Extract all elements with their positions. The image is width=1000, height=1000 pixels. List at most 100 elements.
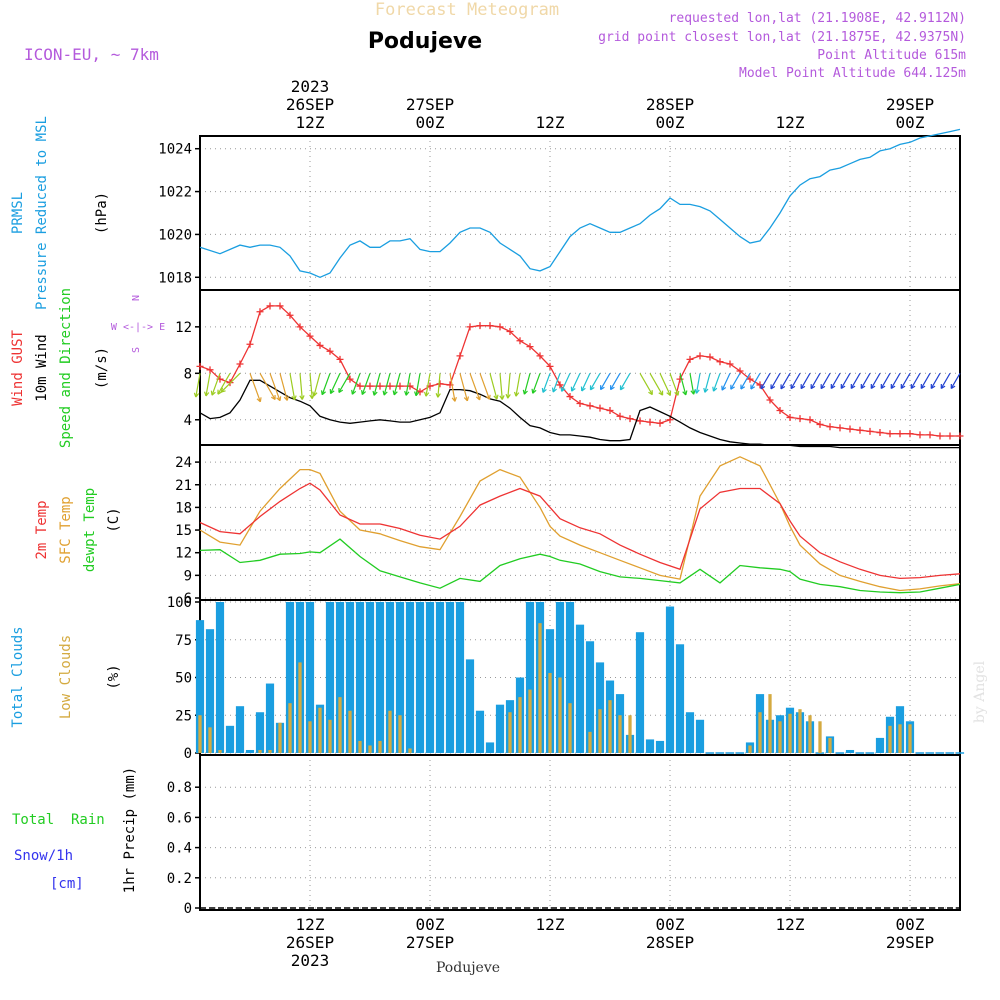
wind-arrowhead [193, 392, 200, 398]
total-cloud-bar [365, 602, 375, 753]
wind10m-label: 10m Wind [34, 334, 50, 401]
wind-arrow [437, 373, 441, 398]
gust-marker [346, 375, 354, 383]
wind-arrow [790, 373, 801, 389]
wind-arrow [581, 373, 591, 392]
wind-arrowhead [860, 383, 866, 389]
wind-arrow [269, 373, 281, 401]
y-tick-label: 9 [184, 568, 192, 584]
gust-marker [466, 323, 474, 331]
wind-arrowhead [414, 391, 420, 397]
wind-arrow [523, 373, 531, 395]
sfctemp-label: SFC Temp [58, 496, 74, 563]
clouds-panel: 0 25 50 75 100 [167, 595, 965, 762]
gust-label: Wind GUST [10, 330, 26, 406]
wind-arrowhead [505, 393, 511, 399]
wind-arrow [383, 373, 391, 396]
snow-label: Snow/1h [14, 848, 73, 864]
wind-arrowhead [485, 394, 491, 400]
low-cloud-bar [618, 715, 622, 753]
low-cloud-bar [538, 623, 542, 753]
wind-arrowhead [730, 384, 735, 390]
total-cloud-bar [325, 602, 335, 753]
wind-arrow [373, 373, 381, 396]
gust-marker [866, 427, 874, 435]
wind-arrow [760, 373, 771, 390]
wind-arrowhead [770, 384, 776, 390]
gust-marker [566, 393, 574, 401]
gust-marker [706, 353, 714, 361]
gust-marker [956, 432, 964, 440]
low-cloud-bar [328, 719, 332, 753]
wind-arrow [542, 373, 551, 393]
wind-arrow [704, 373, 711, 393]
wind-arrow [649, 373, 664, 396]
gust-marker [936, 432, 944, 440]
wind-arrowhead [790, 384, 796, 390]
wind-arrowhead [531, 388, 537, 394]
low-cloud-bar [548, 672, 552, 753]
top-time-label: 12Z [536, 113, 565, 132]
total-cloud-bar [205, 629, 215, 753]
bottom-time-label: 27SEP [406, 933, 454, 952]
total-rain-label: Total Rain [12, 812, 105, 828]
total-cloud-bar [635, 632, 645, 753]
total-cloud-bar [645, 739, 655, 753]
wind-arrow [880, 373, 891, 389]
wind-arrow [249, 373, 261, 402]
gust-marker [746, 375, 754, 383]
total-cloud-bar [445, 602, 455, 753]
total-cloud-bar [595, 662, 605, 753]
wind-arrowhead [580, 386, 586, 392]
wind-arrowhead [910, 383, 916, 389]
requested-coords: requested lon,lat (21.1908E, 42.9112N) [669, 11, 966, 26]
low-cloud-bar [278, 722, 282, 753]
y-tick-label: 1020 [158, 227, 192, 243]
bottom-time-label: 26SEP [286, 933, 334, 952]
y-tick-label: 0.4 [167, 841, 192, 857]
low-cloud-bar [208, 727, 212, 753]
compass-n: N [131, 295, 142, 301]
gust-marker [876, 429, 884, 437]
wind-arrow [610, 373, 621, 390]
total-cloud-bar [385, 602, 395, 753]
y-tick-label: 75 [175, 633, 192, 649]
low-cloud-bar [598, 709, 602, 753]
y-tick-label: 0.6 [167, 810, 192, 826]
wind-arrowhead [463, 396, 470, 402]
gust-marker [846, 425, 854, 433]
wind-arrow [220, 372, 241, 393]
y-tick-label: 1024 [158, 142, 192, 158]
wind-arrowhead [276, 396, 282, 402]
wind-arrow [425, 373, 431, 397]
wind-arrowhead [890, 383, 896, 389]
top-time-label: 29SEP [886, 95, 934, 114]
wind-arrowhead [810, 384, 816, 390]
low-cloud-bar [778, 721, 782, 753]
low-cloud-bar [398, 715, 402, 753]
wind-arrowhead [880, 383, 886, 389]
low-cloud-bar [518, 697, 522, 753]
wind-arrowhead [721, 385, 727, 391]
low-cloud-bar [828, 737, 832, 753]
total-cloud-bar [395, 602, 405, 753]
wind-arrow [351, 373, 361, 395]
wind-arrowhead [451, 396, 457, 402]
bottom-time-label: 29SEP [886, 933, 934, 952]
prmsl-label: PRMSL [10, 192, 26, 234]
total-cloud-bar [245, 749, 255, 753]
gust-marker [606, 406, 614, 414]
low-cloud-bar [218, 749, 222, 753]
wind-arrowhead [560, 386, 566, 392]
wind-arrow [669, 373, 679, 396]
y-tick-label: 21 [175, 478, 192, 494]
celsius-label: (C) [106, 507, 122, 532]
wind-arrowhead [740, 384, 746, 390]
wind-arrowhead [589, 385, 595, 391]
total-cloud-bar [655, 740, 665, 753]
gust-marker [636, 417, 644, 425]
total-cloud-bar [235, 706, 245, 753]
bottom-time-label: 00Z [416, 915, 445, 934]
wind-arrow [205, 373, 211, 397]
low-cloud-bar [888, 725, 892, 753]
